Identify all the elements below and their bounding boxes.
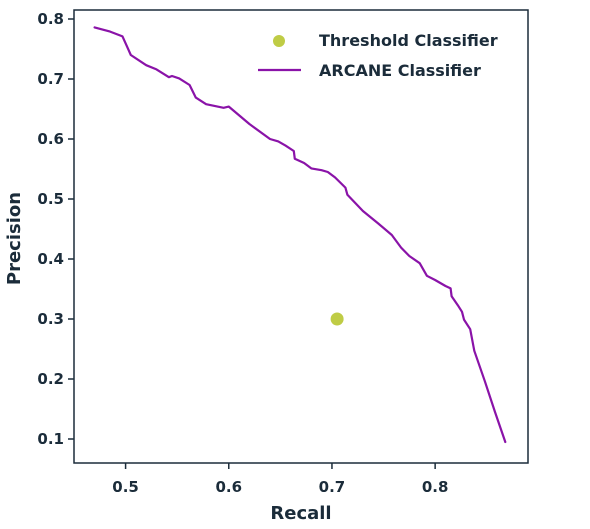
legend-label-threshold-classifier: Threshold Classifier xyxy=(319,31,498,50)
y-axis-title: Precision xyxy=(4,192,25,285)
y-tick-label: 0.6 xyxy=(37,130,64,148)
legend-label-arcane-classifier: ARCANE Classifier xyxy=(319,61,481,80)
legend-marker-threshold-classifier xyxy=(273,35,285,47)
threshold-classifier-point xyxy=(330,312,344,326)
y-tick-label: 0.5 xyxy=(37,190,64,208)
y-tick-label: 0.8 xyxy=(37,10,64,28)
x-tick-label: 0.7 xyxy=(319,478,346,496)
y-tick-label: 0.1 xyxy=(37,430,64,448)
x-tick-label: 0.5 xyxy=(112,478,139,496)
x-tick-label: 0.6 xyxy=(215,478,242,496)
y-tick-label: 0.4 xyxy=(37,250,64,268)
y-tick-label: 0.2 xyxy=(37,370,64,388)
plot-area xyxy=(73,9,529,464)
series-layer xyxy=(93,26,507,444)
axes-frame xyxy=(73,9,529,464)
arcane-classifier-line xyxy=(93,26,507,444)
x-tick-label: 0.8 xyxy=(422,478,449,496)
y-tick-label: 0.3 xyxy=(37,310,64,328)
y-axis: 0.1 0.2 0.3 0.4 0.5 0.6 0.7 0.8 xyxy=(37,10,74,448)
legend: Threshold Classifier ARCANE Classifier xyxy=(258,31,498,80)
x-axis-title: Recall xyxy=(270,503,331,524)
x-axis: 0.5 0.6 0.7 0.8 xyxy=(112,463,448,496)
y-tick-label: 0.7 xyxy=(37,70,64,88)
